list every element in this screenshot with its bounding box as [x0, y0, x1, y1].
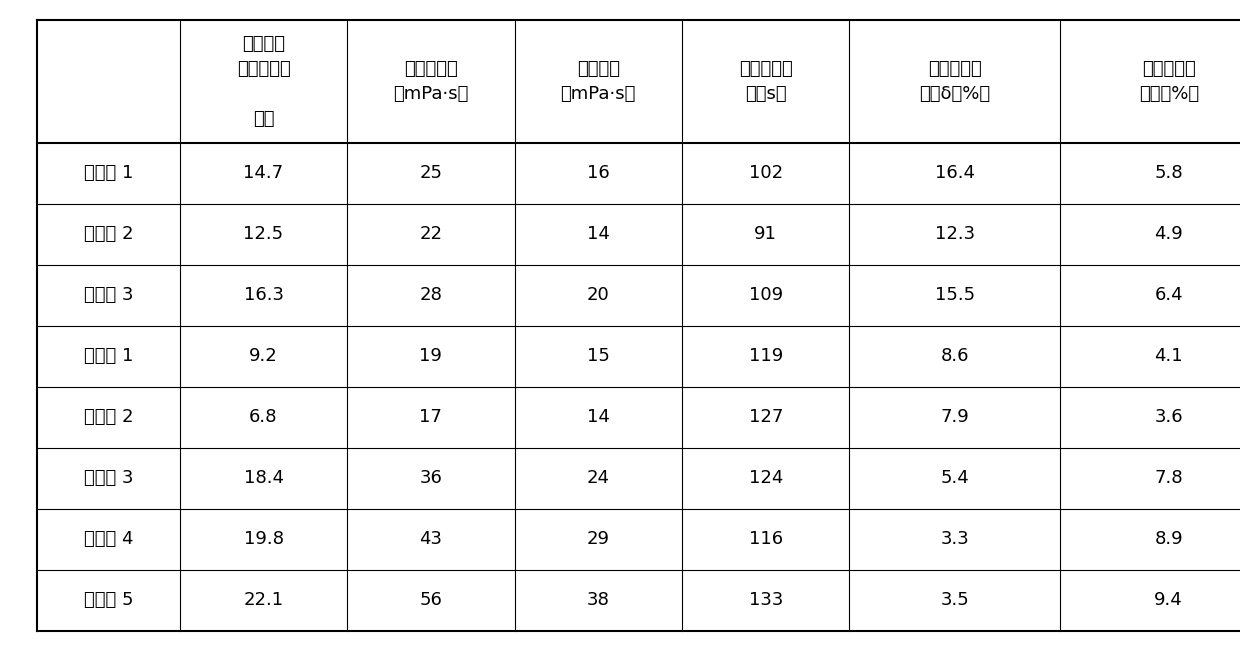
- Text: 岩心孔隙度
增量δ（%）: 岩心孔隙度 增量δ（%）: [919, 60, 991, 103]
- Text: 3.3: 3.3: [940, 530, 970, 548]
- Text: 气相占比
（重量百分

比）: 气相占比 （重量百分 比）: [237, 34, 290, 128]
- Text: 8.9: 8.9: [1154, 530, 1183, 548]
- Text: 56: 56: [419, 591, 443, 609]
- Text: 43: 43: [419, 530, 443, 548]
- Text: 124: 124: [749, 469, 782, 487]
- Text: 36: 36: [419, 469, 443, 487]
- Text: 对比例 3: 对比例 3: [84, 469, 133, 487]
- Text: 14: 14: [587, 408, 610, 426]
- Text: 15: 15: [587, 347, 610, 365]
- Text: 残液见液时
间（s）: 残液见液时 间（s）: [739, 60, 792, 103]
- Text: 14.7: 14.7: [243, 164, 284, 182]
- Text: 实施例 1: 实施例 1: [84, 164, 133, 182]
- Text: 18.4: 18.4: [243, 469, 284, 487]
- Text: 24: 24: [587, 469, 610, 487]
- Text: 实施例 2: 实施例 2: [84, 225, 133, 243]
- Text: 3.6: 3.6: [1154, 408, 1183, 426]
- Text: 14: 14: [587, 225, 610, 243]
- Text: 3.5: 3.5: [940, 591, 970, 609]
- Text: 4.9: 4.9: [1154, 225, 1183, 243]
- Text: 16.4: 16.4: [935, 164, 975, 182]
- Text: 4.1: 4.1: [1154, 347, 1183, 365]
- Text: 9.4: 9.4: [1154, 591, 1183, 609]
- Text: 133: 133: [749, 591, 782, 609]
- Text: 119: 119: [749, 347, 782, 365]
- Text: 6.4: 6.4: [1154, 286, 1183, 304]
- Text: 7.9: 7.9: [940, 408, 970, 426]
- Text: 19.8: 19.8: [243, 530, 284, 548]
- Text: 7.8: 7.8: [1154, 469, 1183, 487]
- Text: 8.6: 8.6: [941, 347, 968, 365]
- Text: 16: 16: [587, 164, 610, 182]
- Text: 22: 22: [419, 225, 443, 243]
- Text: 15.5: 15.5: [935, 286, 975, 304]
- Text: 对比例 2: 对比例 2: [84, 408, 133, 426]
- Text: 对比例 1: 对比例 1: [84, 347, 133, 365]
- Text: 返排液固相
含量（%）: 返排液固相 含量（%）: [1138, 60, 1199, 103]
- Text: 6.8: 6.8: [249, 408, 278, 426]
- Text: 对比例 4: 对比例 4: [84, 530, 133, 548]
- Text: 5.4: 5.4: [940, 469, 970, 487]
- Text: 91: 91: [754, 225, 777, 243]
- Text: 19: 19: [419, 347, 443, 365]
- Text: 116: 116: [749, 530, 782, 548]
- Text: 29: 29: [587, 530, 610, 548]
- Text: 38: 38: [587, 591, 610, 609]
- Text: 102: 102: [749, 164, 782, 182]
- Text: 25: 25: [419, 164, 443, 182]
- Text: 109: 109: [749, 286, 782, 304]
- Text: 22.1: 22.1: [243, 591, 284, 609]
- Text: 12.5: 12.5: [243, 225, 284, 243]
- Text: 127: 127: [749, 408, 782, 426]
- Text: 12.3: 12.3: [935, 225, 975, 243]
- Text: 9.2: 9.2: [249, 347, 278, 365]
- Text: 20: 20: [587, 286, 610, 304]
- Text: 对比例 5: 对比例 5: [84, 591, 133, 609]
- Text: 28: 28: [419, 286, 443, 304]
- Text: 17: 17: [419, 408, 443, 426]
- Text: 入地前粘度
（mPa·s）: 入地前粘度 （mPa·s）: [393, 60, 469, 103]
- Text: 16.3: 16.3: [243, 286, 284, 304]
- Text: 残液粘度
（mPa·s）: 残液粘度 （mPa·s）: [560, 60, 636, 103]
- Text: 5.8: 5.8: [1154, 164, 1183, 182]
- Text: 实施例 3: 实施例 3: [84, 286, 133, 304]
